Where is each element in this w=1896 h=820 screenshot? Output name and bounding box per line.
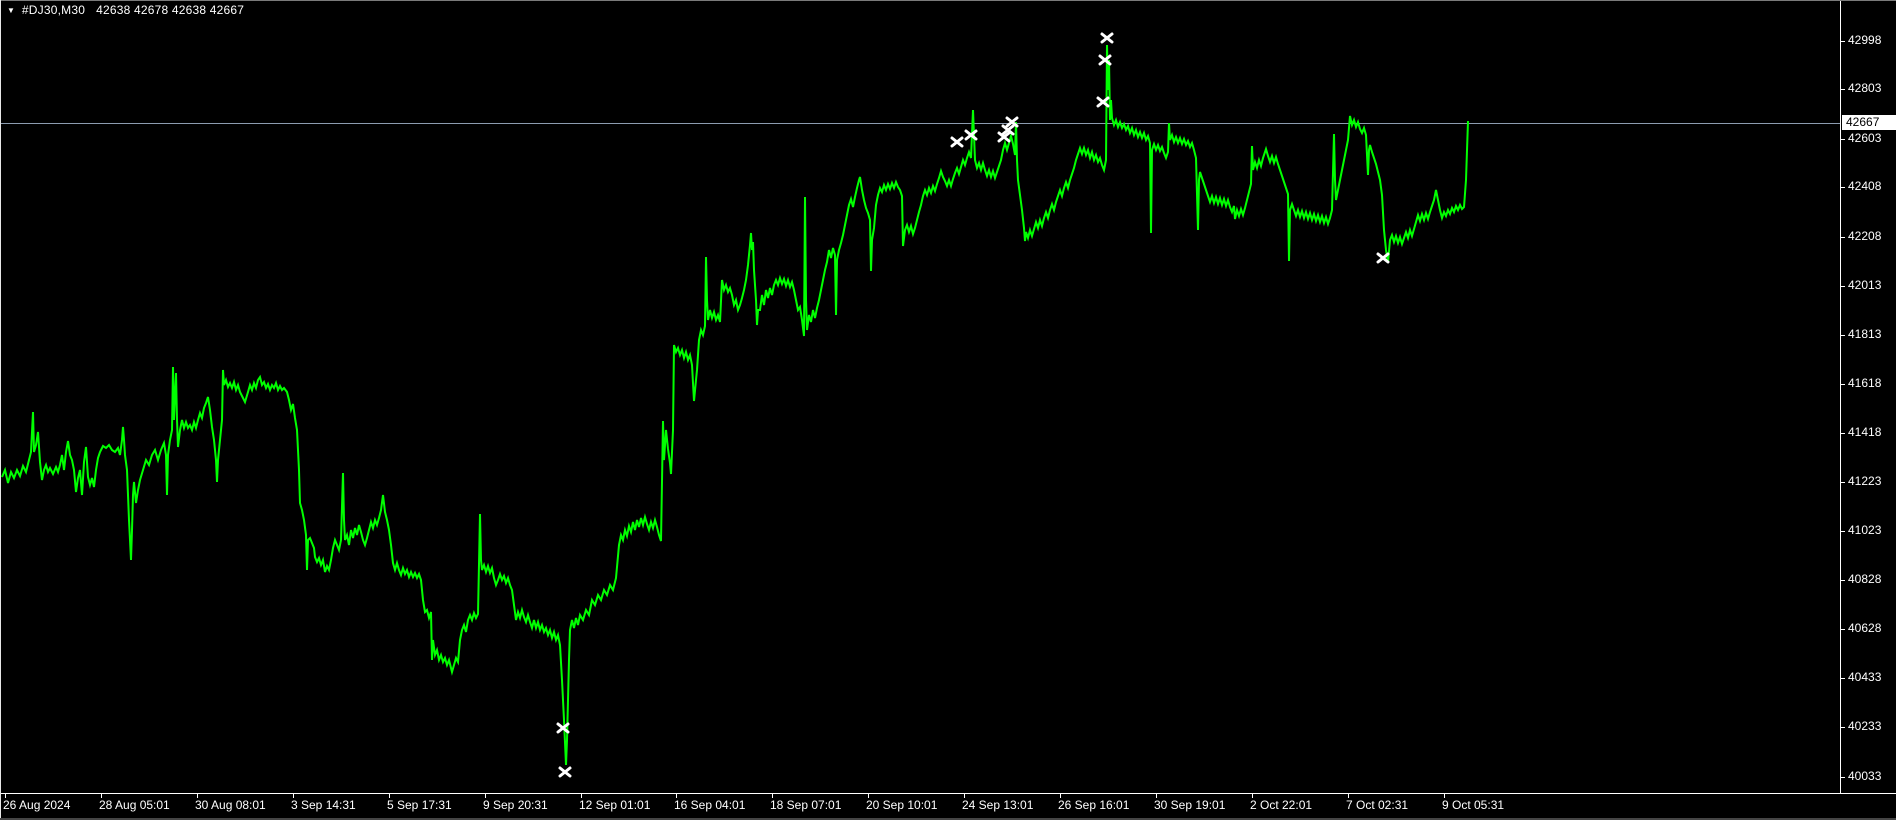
time-axis-label: 3 Sep 14:31 <box>291 798 356 812</box>
trade-marker-icon <box>964 129 978 141</box>
time-axis-label: 20 Sep 10:01 <box>866 798 938 812</box>
time-axis-tick <box>197 794 198 798</box>
trade-marker-icon <box>1376 252 1390 264</box>
price-axis-label: 42803 <box>1848 81 1882 95</box>
price-axis-label: 41418 <box>1848 425 1882 439</box>
time-axis-label: 12 Sep 01:01 <box>579 798 651 812</box>
price-axis-tick <box>1841 531 1845 532</box>
current-price-line <box>0 123 1840 124</box>
time-axis[interactable]: 26 Aug 2024 28 Aug 05:01 30 Aug 08:01 3 Sep… <box>0 794 1896 818</box>
price-axis-label: 41223 <box>1848 474 1882 488</box>
price-axis-tick <box>1841 237 1845 238</box>
price-axis[interactable]: 42998 42803 42603 42408 42208 42013 41813 41618… <box>1840 0 1896 793</box>
time-axis-label: 18 Sep 07:01 <box>770 798 842 812</box>
price-axis-label: 42013 <box>1848 278 1882 292</box>
price-axis-label: 40433 <box>1848 670 1882 684</box>
trade-marker-icon <box>556 722 570 734</box>
price-axis-label: 42408 <box>1848 179 1882 193</box>
price-axis-tick <box>1841 187 1845 188</box>
time-axis-tick <box>1348 794 1349 798</box>
price-axis-tick <box>1841 629 1845 630</box>
window-left-border <box>0 0 1 820</box>
price-axis-tick <box>1841 727 1845 728</box>
window-bottom-border <box>0 818 1896 820</box>
window-top-border <box>0 0 1896 1</box>
price-axis-tick <box>1841 678 1845 679</box>
price-axis-label: 42998 <box>1848 33 1882 47</box>
time-axis-tick <box>5 794 6 798</box>
trade-marker-icon <box>997 131 1011 143</box>
price-axis-tick <box>1841 286 1845 287</box>
price-axis-label: 42208 <box>1848 229 1882 243</box>
price-axis-label: 41023 <box>1848 523 1882 537</box>
trade-marker-icon <box>1096 96 1110 108</box>
axis-separator-line <box>0 793 1896 794</box>
time-axis-label: 30 Aug 08:01 <box>195 798 266 812</box>
symbol-dropdown-icon[interactable]: ▼ <box>7 5 15 15</box>
price-axis-tick <box>1841 41 1845 42</box>
time-axis-tick <box>868 794 869 798</box>
time-axis-tick <box>293 794 294 798</box>
price-axis-tick <box>1841 335 1845 336</box>
time-axis-tick <box>101 794 102 798</box>
price-axis-label: 41618 <box>1848 376 1882 390</box>
symbol-timeframe-label: #DJ30,M30 <box>21 3 86 17</box>
price-axis-tick <box>1841 482 1845 483</box>
trade-marker-icon <box>1005 116 1019 128</box>
time-axis-label: 24 Sep 13:01 <box>962 798 1034 812</box>
time-axis-tick <box>964 794 965 798</box>
price-axis-tick <box>1841 433 1845 434</box>
time-axis-label: 30 Sep 19:01 <box>1154 798 1226 812</box>
price-axis-tick <box>1841 384 1845 385</box>
trade-marker-icon <box>950 136 964 148</box>
time-axis-tick <box>1060 794 1061 798</box>
time-axis-tick <box>485 794 486 798</box>
price-axis-tick <box>1841 139 1845 140</box>
time-axis-tick <box>772 794 773 798</box>
time-axis-label: 9 Oct 05:31 <box>1442 798 1505 812</box>
time-axis-label: 26 Sep 16:01 <box>1058 798 1130 812</box>
time-axis-tick <box>581 794 582 798</box>
price-axis-label: 42603 <box>1848 131 1882 145</box>
price-axis-label: 41813 <box>1848 327 1882 341</box>
time-axis-label: 26 Aug 2024 <box>3 798 71 812</box>
price-axis-label: 40628 <box>1848 621 1882 635</box>
price-axis-tick <box>1841 777 1845 778</box>
price-axis-label: 40828 <box>1848 572 1882 586</box>
time-axis-label: 7 Oct 02:31 <box>1346 798 1409 812</box>
price-axis-label: 40233 <box>1848 719 1882 733</box>
time-axis-tick <box>1156 794 1157 798</box>
current-price-badge: 42667 <box>1842 115 1896 130</box>
time-axis-label: 16 Sep 04:01 <box>674 798 746 812</box>
time-axis-tick <box>676 794 677 798</box>
price-line-series <box>1 44 1469 766</box>
trade-marker-icon <box>558 766 572 778</box>
chart-title: ▼ #DJ30,M30 42638 42678 42638 42667 <box>7 3 244 17</box>
price-axis-tick <box>1841 89 1845 90</box>
time-axis-tick <box>1444 794 1445 798</box>
time-axis-tick <box>1252 794 1253 798</box>
trade-marker-icon <box>1098 54 1112 66</box>
trade-marker-icon <box>1001 124 1015 136</box>
time-axis-label: 28 Aug 05:01 <box>99 798 170 812</box>
time-axis-label: 5 Sep 17:31 <box>387 798 452 812</box>
trade-marker-icon <box>1100 32 1114 44</box>
price-axis-tick <box>1841 580 1845 581</box>
time-axis-label: 2 Oct 22:01 <box>1250 798 1313 812</box>
time-axis-label: 9 Sep 20:31 <box>483 798 548 812</box>
time-axis-tick <box>389 794 390 798</box>
price-axis-label: 40033 <box>1848 769 1882 783</box>
ohlc-readout: 42638 42678 42638 42667 <box>96 3 245 17</box>
